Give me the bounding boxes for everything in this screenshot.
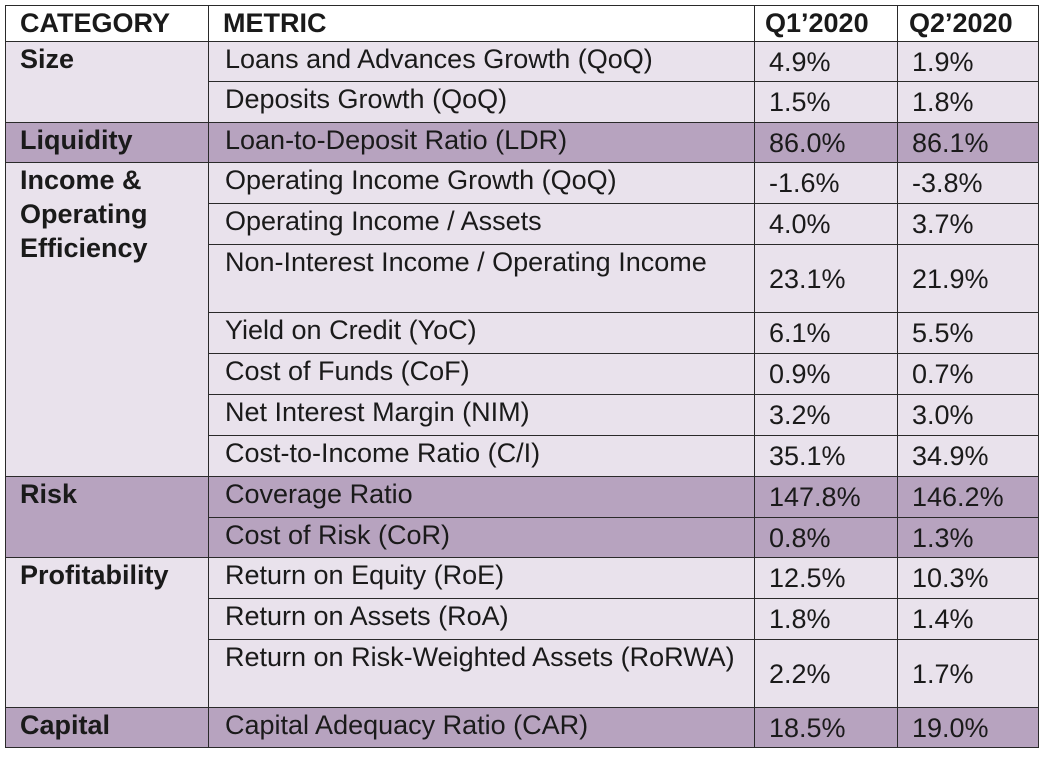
table-row: Profitability Return on Equity (RoE) 12.… — [5, 557, 1039, 708]
table-row: Cost of Risk (CoR) 0.8% 1.3% — [6, 517, 1039, 558]
metrics-table-container: CATEGORY METRIC Q1’2020 Q2’2020 Size Loa… — [5, 5, 1039, 748]
metric-cell: Loans and Advances Growth (QoQ) — [208, 41, 755, 82]
q2-value: 5.5% — [897, 312, 1039, 354]
header-category: CATEGORY — [5, 5, 209, 42]
table-row: Capital Capital Adequacy Ratio (CAR) 18.… — [5, 707, 1039, 748]
q2-value: 1.8% — [897, 81, 1039, 123]
table-row: Yield on Credit (YoC) 6.1% 5.5% — [6, 312, 1039, 354]
q2-value: -3.8% — [897, 162, 1039, 204]
q2-value: 21.9% — [897, 244, 1039, 313]
q1-value: 0.8% — [754, 517, 898, 558]
metric-cell: Non-Interest Income / Operating Income — [208, 244, 755, 313]
q1-value: -1.6% — [754, 162, 898, 204]
q2-value: 146.2% — [897, 476, 1039, 518]
header-q2: Q2’2020 — [897, 5, 1039, 42]
metric-cell: Cost of Funds (CoF) — [208, 353, 755, 395]
q1-value: 1.5% — [754, 81, 898, 123]
metric-cell: Cost of Risk (CoR) — [208, 517, 755, 558]
table-row: Return on Assets (RoA) 1.8% 1.4% — [6, 598, 1039, 640]
table-row: Return on Risk-Weighted Assets (RoRWA) 2… — [6, 639, 1039, 708]
q1-value: 6.1% — [754, 312, 898, 354]
metric-cell: Deposits Growth (QoQ) — [208, 81, 755, 123]
q2-value: 34.9% — [897, 435, 1039, 477]
q2-value: 86.1% — [897, 122, 1039, 163]
q2-value: 1.4% — [897, 598, 1039, 640]
q1-value: 4.9% — [754, 41, 898, 82]
table-row: Cost-to-Income Ratio (C/I) 35.1% 34.9% — [6, 435, 1039, 477]
q1-value: 1.8% — [754, 598, 898, 640]
metric-cell: Coverage Ratio — [208, 476, 755, 518]
q2-value: 0.7% — [897, 353, 1039, 395]
table-row: Operating Income / Assets 4.0% 3.7% — [6, 203, 1039, 245]
metric-cell: Operating Income / Assets — [208, 203, 755, 245]
q2-value: 1.7% — [897, 639, 1039, 708]
bank-metrics-table: CATEGORY METRIC Q1’2020 Q2’2020 Size Loa… — [5, 5, 1039, 748]
table-row: Income & Operating Efficiency Operating … — [5, 162, 1039, 477]
metric-cell: Yield on Credit (YoC) — [208, 312, 755, 354]
metric-cell: Return on Assets (RoA) — [208, 598, 755, 640]
category-cell: Liquidity — [5, 122, 209, 163]
q2-value: 3.7% — [897, 203, 1039, 245]
category-cell: Capital — [5, 707, 209, 748]
q2-value: 10.3% — [897, 557, 1039, 599]
q2-value: 1.9% — [897, 41, 1039, 82]
table-row: Risk Coverage Ratio 147.8% 146.2% — [5, 476, 1039, 558]
metric-cell: Return on Risk-Weighted Assets (RoRWA) — [208, 639, 755, 708]
metric-cell: Net Interest Margin (NIM) — [208, 394, 755, 436]
q1-value: 23.1% — [754, 244, 898, 313]
header-metric: METRIC — [208, 5, 755, 42]
header-q1: Q1’2020 — [754, 5, 898, 42]
q2-value: 19.0% — [897, 707, 1039, 748]
q1-value: 147.8% — [754, 476, 898, 518]
q2-value: 3.0% — [897, 394, 1039, 436]
q1-value: 4.0% — [754, 203, 898, 245]
metric-cell: Capital Adequacy Ratio (CAR) — [208, 707, 755, 748]
table-row: Non-Interest Income / Operating Income 2… — [6, 244, 1039, 313]
q1-value: 86.0% — [754, 122, 898, 163]
q1-value: 35.1% — [754, 435, 898, 477]
table-row: Liquidity Loan-to-Deposit Ratio (LDR) 86… — [5, 122, 1039, 163]
q1-value: 12.5% — [754, 557, 898, 599]
table-row: Net Interest Margin (NIM) 3.2% 3.0% — [6, 394, 1039, 436]
q1-value: 0.9% — [754, 353, 898, 395]
q1-value: 18.5% — [754, 707, 898, 748]
table-header-row: CATEGORY METRIC Q1’2020 Q2’2020 — [5, 5, 1039, 42]
metric-cell: Operating Income Growth (QoQ) — [208, 162, 755, 204]
q2-value: 1.3% — [897, 517, 1039, 558]
metric-cell: Cost-to-Income Ratio (C/I) — [208, 435, 755, 477]
table-row: Deposits Growth (QoQ) 1.5% 1.8% — [6, 81, 1039, 123]
category-cell: Size — [5, 41, 209, 123]
category-cell: Risk — [5, 476, 209, 558]
q1-value: 2.2% — [754, 639, 898, 708]
category-cell: Profitability — [5, 557, 209, 708]
category-cell: Income & Operating Efficiency — [5, 162, 209, 477]
table-row: Size Loans and Advances Growth (QoQ) 4.9… — [5, 41, 1039, 123]
q1-value: 3.2% — [754, 394, 898, 436]
metric-cell: Loan-to-Deposit Ratio (LDR) — [208, 122, 755, 163]
metric-cell: Return on Equity (RoE) — [208, 557, 755, 599]
